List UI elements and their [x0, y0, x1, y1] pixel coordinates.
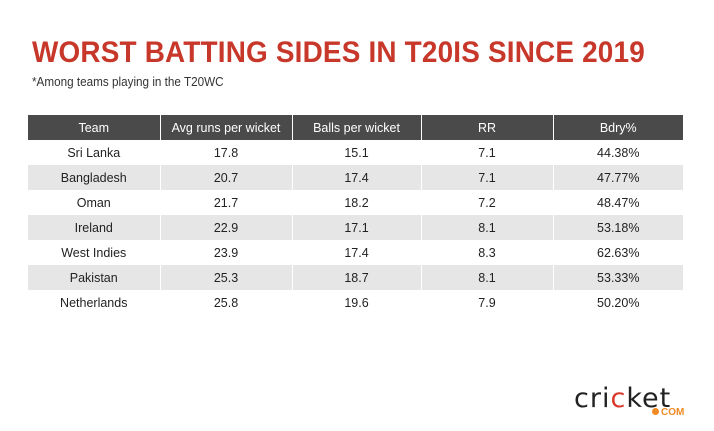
logo-suffix: COM — [652, 407, 684, 418]
stat-cell: 8.1 — [420, 215, 553, 240]
table-row: West Indies 23.9 17.4 8.3 62.63% — [28, 240, 683, 265]
stats-table: Team Avg runs per wicket Balls per wicket R… — [28, 115, 683, 315]
team-name-cell: Netherlands — [60, 295, 128, 310]
stat-cell: 20.7 — [159, 165, 292, 190]
team-name-cell: Pakistan — [28, 265, 160, 290]
stat-cell: 22.9 — [159, 215, 292, 240]
table-row: Bangladesh 20.7 17.4 7.1 47.77% — [28, 165, 683, 190]
stat-cell: 62.63% — [552, 240, 683, 265]
table-row: Ireland 22.9 17.1 8.1 53.18% — [28, 215, 683, 240]
stat-cell: 50.20% — [552, 290, 683, 315]
table-header-row: Team Avg runs per wicket Balls per wicket R… — [28, 115, 683, 140]
stat-cell: 47.77% — [552, 165, 683, 190]
stat-cell: 19.6 — [291, 290, 421, 315]
subtitle: *Among teams playing in the T20WC — [32, 74, 224, 89]
stat-cell: 18.7 — [291, 265, 421, 290]
stat-cell: 15.1 — [291, 140, 421, 165]
table-row: Sri Lanka 17.8 15.1 7.1 44.38% — [28, 140, 683, 165]
column-header: Balls per wicket — [291, 115, 421, 140]
column-header: Bdry% — [552, 115, 683, 140]
table-row: Pakistan 25.3 18.7 8.1 53.33% — [28, 265, 683, 290]
stat-cell: 25.3 — [159, 265, 292, 290]
stat-cell: 21.7 — [159, 190, 292, 215]
stat-cell: 7.1 — [420, 165, 553, 190]
cricket-com-logo: cricket — [574, 383, 672, 414]
stat-cell: 8.3 — [420, 240, 553, 265]
stat-cell: 18.2 — [291, 190, 421, 215]
column-header: Team — [28, 115, 160, 140]
team-name-cell: Sri Lanka — [67, 145, 121, 160]
stat-cell: 17.4 — [291, 240, 421, 265]
stat-cell: 7.2 — [420, 190, 553, 215]
stat-cell: 7.1 — [420, 140, 553, 165]
stat-cell: 8.1 — [420, 265, 553, 290]
stat-cell: 17.8 — [159, 140, 292, 165]
stat-cell: 17.4 — [291, 165, 421, 190]
table-row: Netherlands 25.8 19.6 7.9 50.20% — [28, 290, 683, 315]
team-name-cell: West Indies — [61, 245, 127, 260]
stat-cell: 23.9 — [159, 240, 292, 265]
stat-cell: 25.8 — [159, 290, 292, 315]
team-name-cell: Oman — [76, 195, 111, 210]
table-row: Oman 21.7 18.2 7.2 48.47% — [28, 190, 683, 215]
stat-cell: 7.9 — [420, 290, 553, 315]
logo-suffix-text: COM — [661, 407, 685, 418]
column-header: Avg runs per wicket — [159, 115, 292, 140]
stat-cell: 17.1 — [291, 215, 421, 240]
column-header: RR — [420, 115, 553, 140]
team-name-cell: Ireland — [28, 215, 160, 240]
team-name-cell: Bangladesh — [28, 165, 160, 190]
chart-title: WORST BATTING SIDES IN T20IS SINCE 2019 — [32, 36, 645, 69]
stat-cell: 44.38% — [552, 140, 683, 165]
stat-cell: 53.33% — [552, 265, 683, 290]
stat-cell: 53.18% — [552, 215, 683, 240]
stat-cell: 48.47% — [552, 190, 683, 215]
